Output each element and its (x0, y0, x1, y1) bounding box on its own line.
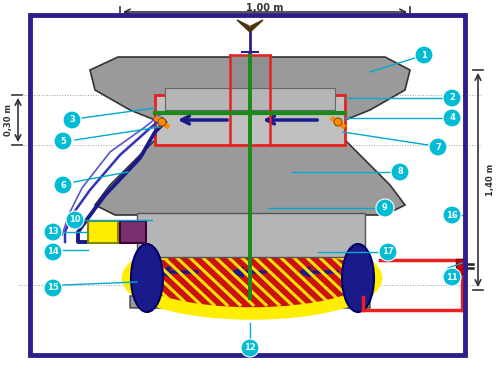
Circle shape (376, 199, 394, 217)
Circle shape (44, 243, 62, 261)
Circle shape (429, 138, 447, 156)
Bar (120, 221, 146, 243)
Text: 6: 6 (60, 180, 66, 190)
Circle shape (66, 211, 84, 229)
Bar (165, 88, 335, 110)
Circle shape (443, 206, 461, 224)
Circle shape (443, 268, 461, 286)
Text: 14: 14 (47, 248, 59, 256)
Polygon shape (130, 215, 370, 308)
Polygon shape (250, 20, 263, 32)
Circle shape (44, 279, 62, 297)
Circle shape (241, 339, 259, 357)
Text: 5: 5 (60, 137, 66, 145)
Polygon shape (230, 55, 270, 95)
Ellipse shape (124, 239, 380, 317)
Bar (137, 213, 365, 257)
Text: 2: 2 (449, 93, 455, 103)
Circle shape (415, 46, 433, 64)
Text: 9: 9 (382, 204, 388, 212)
Circle shape (443, 89, 461, 107)
Ellipse shape (131, 244, 163, 312)
Polygon shape (155, 95, 345, 145)
Polygon shape (237, 20, 250, 32)
Text: 13: 13 (47, 227, 59, 237)
Text: 4: 4 (449, 113, 455, 123)
Circle shape (379, 243, 397, 261)
Bar (456, 259, 466, 274)
Circle shape (44, 223, 62, 241)
Text: 17: 17 (382, 248, 394, 256)
Circle shape (54, 176, 72, 194)
Circle shape (443, 109, 461, 127)
Text: 0,30 m: 0,30 m (4, 104, 13, 136)
Text: 1,00 m: 1,00 m (246, 3, 284, 13)
Text: 16: 16 (446, 210, 458, 219)
Circle shape (54, 132, 72, 150)
Text: 15: 15 (47, 283, 59, 293)
Text: 7: 7 (435, 142, 441, 152)
Text: 1: 1 (421, 50, 427, 60)
Polygon shape (90, 57, 410, 215)
Text: 12: 12 (244, 343, 256, 353)
Text: 8: 8 (397, 167, 403, 177)
Bar (88, 221, 118, 243)
Ellipse shape (342, 244, 374, 312)
Circle shape (391, 163, 409, 181)
Text: 10: 10 (69, 216, 81, 224)
Circle shape (334, 118, 342, 126)
Circle shape (158, 118, 166, 126)
Text: 3: 3 (69, 116, 75, 124)
Text: 11: 11 (446, 272, 458, 282)
Text: 1,40 m: 1,40 m (486, 164, 496, 196)
Circle shape (63, 111, 81, 129)
Bar (30, 15, 465, 355)
